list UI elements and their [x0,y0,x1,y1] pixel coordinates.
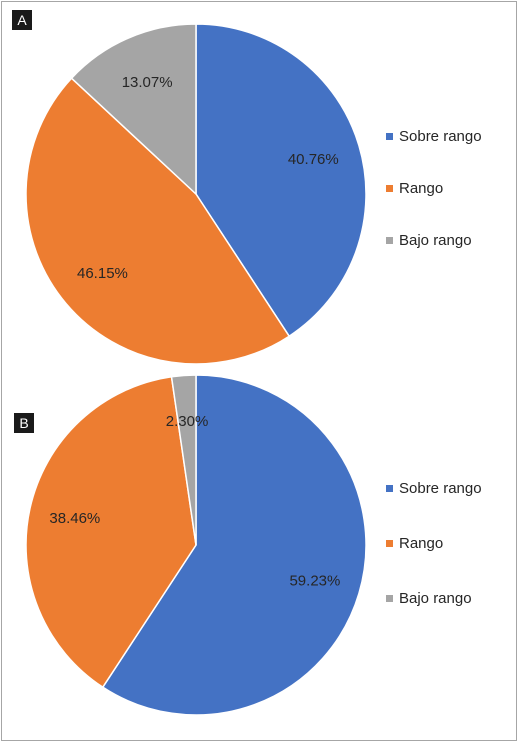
legend-label-bajo-rango: Bajo rango [399,590,472,607]
data-label-sobre-rango: 59.23% [289,573,340,590]
pie-chart-a: A 40.76% 46.15% 13.07% Sobre rango Rango B… [0,0,518,370]
legend-swatch-sobre-rango [386,485,393,492]
panel-label-b: B [14,413,34,433]
legend-swatch-bajo-rango [386,595,393,602]
legend-item-sobre-rango: Sobre rango [386,110,482,162]
pie-a-svg: 40.76% 46.15% 13.07% [25,23,367,365]
pie-b-svg: 59.23% 38.46% 2.30% [25,374,367,716]
legend-item-bajo-rango: Bajo rango [386,571,482,626]
data-label-rango: 46.15% [77,265,128,282]
legend-item-rango: Rango [386,516,482,571]
legend-label-sobre-rango: Sobre rango [399,480,482,497]
legend-item-bajo-rango: Bajo rango [386,214,482,266]
data-label-rango: 38.46% [49,510,100,527]
data-label-sobre-rango: 40.76% [288,151,339,168]
legend-label-sobre-rango: Sobre rango [399,127,482,145]
legend-label-rango: Rango [399,535,444,552]
panel-label-a: A [12,10,32,30]
pie-chart-b: B 59.23% 38.46% 2.30% Sobre rango Rango Ba… [0,370,518,740]
pie-slice-sobre-rango [101,374,367,716]
pie-slice-bajo-rango [70,23,197,196]
legend-label-bajo-rango: Bajo rango [399,231,472,249]
legend-label-rango: Rango [399,179,444,197]
legend-b: Sobre rango Rango Bajo rango [386,461,482,626]
legend-item-sobre-rango: Sobre rango [386,461,482,516]
data-label-bajo-rango: 2.30% [166,413,209,430]
legend-swatch-rango [386,540,393,547]
pie-slice-bajo-rango [170,374,197,546]
legend-a: Sobre rango Rango Bajo rango [386,110,482,266]
pie-slice-rango [25,77,291,365]
legend-swatch-sobre-rango [386,132,393,140]
data-label-bajo-rango: 13.07% [122,74,173,91]
legend-swatch-rango [386,184,393,192]
legend-item-rango: Rango [386,162,482,214]
legend-swatch-bajo-rango [386,236,393,244]
pie-slice-rango [25,375,197,689]
